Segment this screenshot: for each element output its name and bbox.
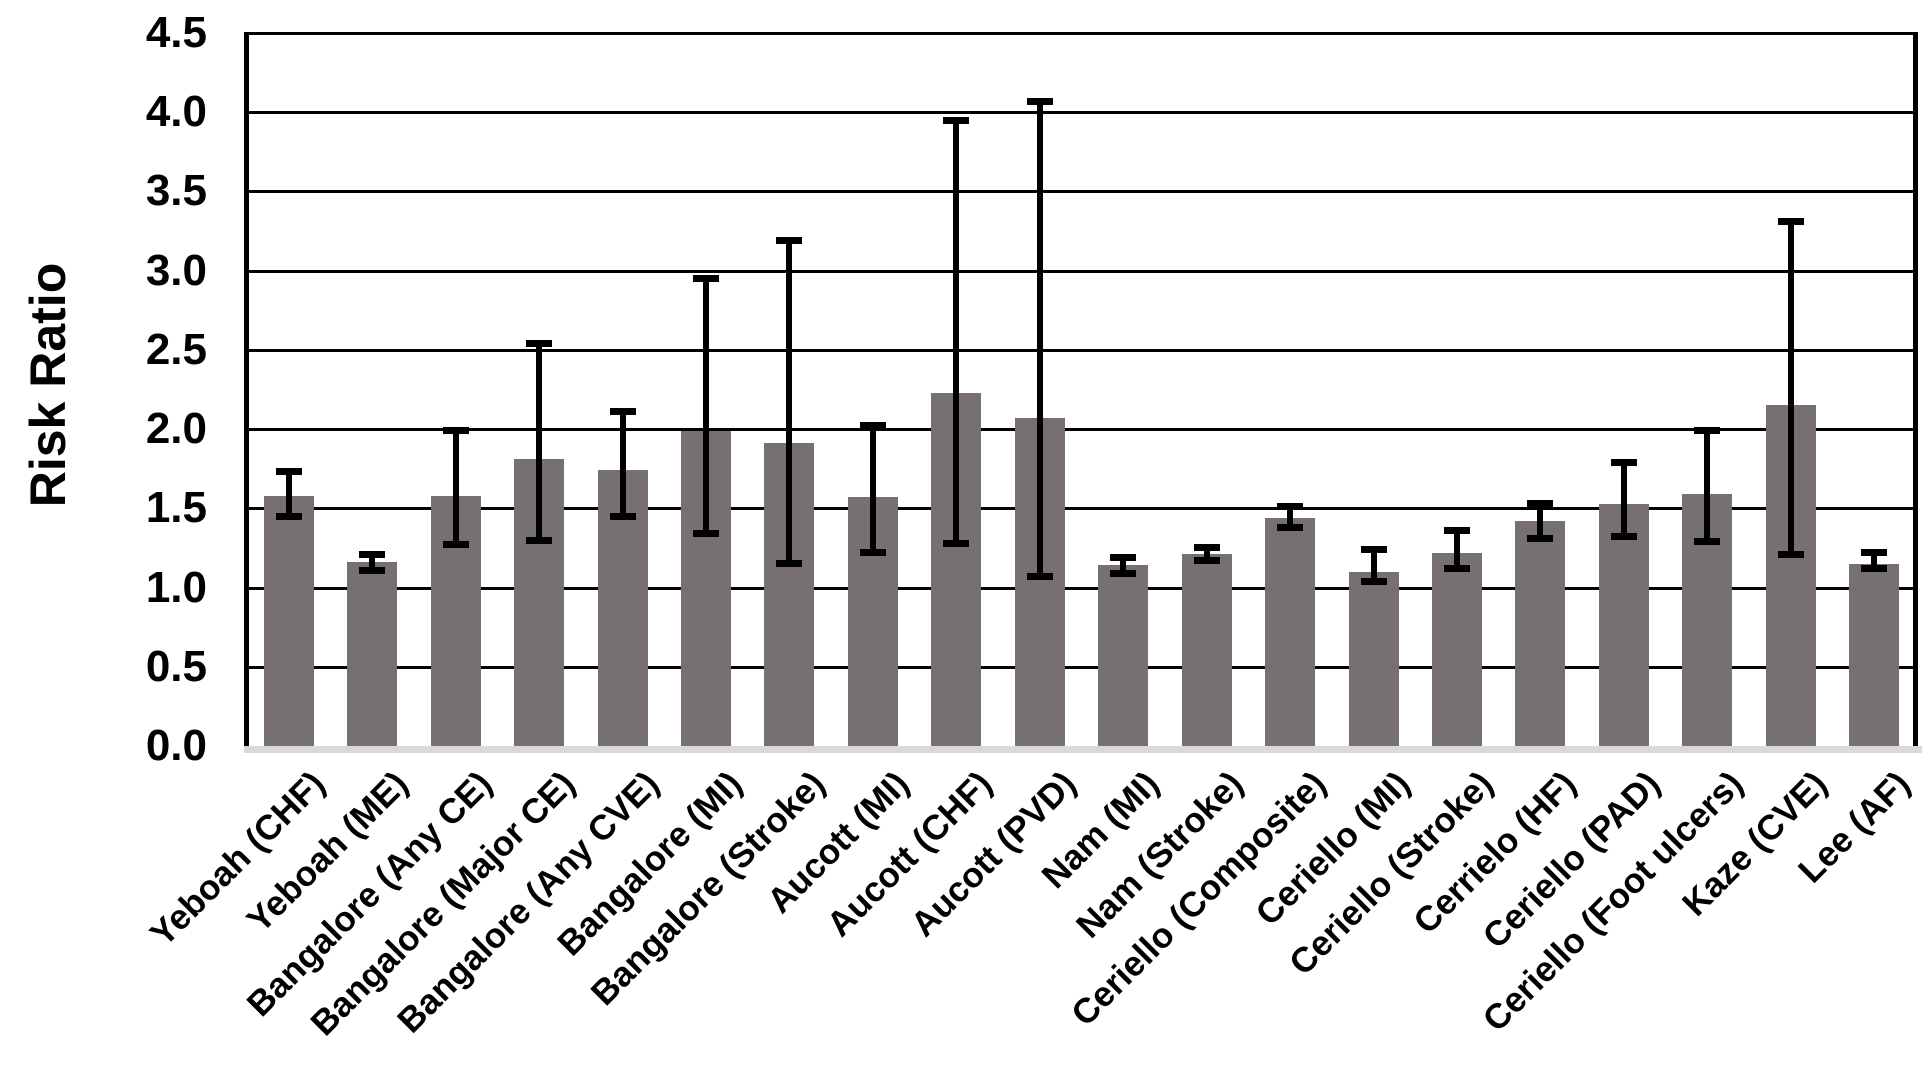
error-bar-cap-top	[609, 408, 636, 416]
error-bar-cap-top	[1026, 97, 1053, 105]
y-tick-label: 3.0	[145, 245, 207, 295]
error-bar-cap-bottom	[526, 536, 553, 544]
bar	[1598, 503, 1649, 746]
error-bar-cap-top	[275, 468, 302, 476]
error-bar-whisker	[869, 424, 876, 555]
error-bar-whisker	[1036, 99, 1043, 579]
error-bar-cap-bottom	[442, 541, 469, 549]
gridline	[247, 190, 1916, 194]
error-bar-cap-top	[442, 427, 469, 435]
error-bar-cap-bottom	[1694, 538, 1721, 546]
error-bar-whisker	[1454, 528, 1461, 571]
error-bar-cap-top	[1193, 544, 1220, 552]
error-bar-cap-top	[692, 275, 719, 282]
error-bar-whisker	[1203, 546, 1210, 563]
bar	[1348, 571, 1399, 746]
error-bar-cap-bottom	[1527, 535, 1554, 543]
error-bar-cap-top	[1444, 526, 1471, 534]
error-bar-cap-bottom	[1777, 550, 1804, 558]
error-bar-cap-top	[1610, 458, 1637, 466]
bar	[1432, 552, 1483, 746]
error-bar-whisker	[452, 429, 459, 547]
bar	[347, 562, 398, 746]
error-bar-whisker	[1620, 460, 1627, 539]
gridline	[247, 269, 1916, 273]
error-bar-cap-bottom	[692, 530, 719, 538]
error-bar-whisker	[1871, 551, 1878, 571]
y-tick-label: 1.5	[145, 483, 207, 533]
error-bar-cap-bottom	[275, 512, 302, 520]
error-bar-whisker	[619, 410, 626, 518]
error-bar-whisker	[1537, 501, 1544, 540]
error-bar-cap-bottom	[1110, 569, 1137, 577]
error-bar-whisker	[1370, 547, 1377, 583]
bar	[1181, 554, 1232, 746]
error-bar-cap-bottom	[1610, 533, 1637, 541]
error-bar-cap-bottom	[359, 566, 386, 574]
error-bar-cap-top	[1527, 499, 1554, 507]
error-bar-cap-bottom	[943, 539, 970, 547]
error-bar-cap-top	[359, 550, 386, 558]
y-tick-label: 4.5	[145, 8, 207, 57]
error-bar-cap-top	[1694, 427, 1721, 435]
error-bar-whisker	[786, 238, 793, 566]
bar	[1849, 563, 1900, 746]
y-tick-label: 2.5	[145, 324, 207, 374]
error-bar-whisker	[702, 277, 709, 536]
gridline	[247, 428, 1916, 432]
y-axis-line	[244, 32, 249, 748]
error-bar-cap-top	[1777, 217, 1804, 225]
error-bar-cap-bottom	[1360, 577, 1387, 585]
error-bar-cap-bottom	[1193, 557, 1220, 565]
error-bar-cap-bottom	[1026, 573, 1053, 581]
error-bar-whisker	[1787, 219, 1794, 556]
error-bar-cap-bottom	[859, 549, 886, 557]
y-tick-label: 4.0	[145, 87, 207, 137]
error-bar-whisker	[285, 470, 292, 518]
gridline	[247, 586, 1916, 590]
y-tick-label: 3.5	[145, 166, 207, 216]
error-bar-whisker	[1704, 429, 1711, 544]
x-axis-baseline	[244, 746, 1922, 753]
y-tick-label: 1.0	[145, 562, 207, 612]
plot-right-border	[1913, 32, 1918, 748]
error-bar-whisker	[1120, 555, 1127, 575]
error-bar-cap-bottom	[1861, 565, 1888, 573]
error-bar-cap-top	[1861, 549, 1888, 557]
bar	[1515, 521, 1566, 746]
error-bar-cap-bottom	[609, 512, 636, 520]
bar	[263, 495, 314, 746]
error-bar-cap-top	[1360, 545, 1387, 553]
gridline	[247, 111, 1916, 115]
y-tick-label: 2.0	[145, 404, 207, 454]
gridline	[247, 348, 1916, 352]
gridline	[247, 32, 1916, 35]
error-bar-cap-bottom	[1444, 565, 1471, 573]
error-bar-cap-top	[1110, 553, 1137, 561]
error-bar-cap-top	[1277, 503, 1304, 511]
y-tick-label: 0.0	[145, 721, 207, 770]
error-bar-cap-bottom	[776, 560, 803, 568]
error-bar-cap-top	[776, 236, 803, 244]
error-bar-cap-top	[526, 339, 553, 347]
error-bar-whisker	[1287, 505, 1294, 529]
bar	[1098, 565, 1149, 746]
error-bar-cap-top	[859, 422, 886, 430]
error-bar-cap-bottom	[1277, 523, 1304, 531]
error-bar-whisker	[536, 341, 543, 542]
error-bar-whisker	[953, 118, 960, 545]
bar	[1265, 517, 1316, 746]
gridline	[247, 507, 1916, 511]
error-bar-whisker	[369, 552, 376, 572]
y-tick-label: 0.5	[145, 641, 207, 691]
plot-area	[244, 32, 1922, 753]
error-bar-cap-top	[943, 116, 970, 124]
gridline	[247, 665, 1916, 669]
